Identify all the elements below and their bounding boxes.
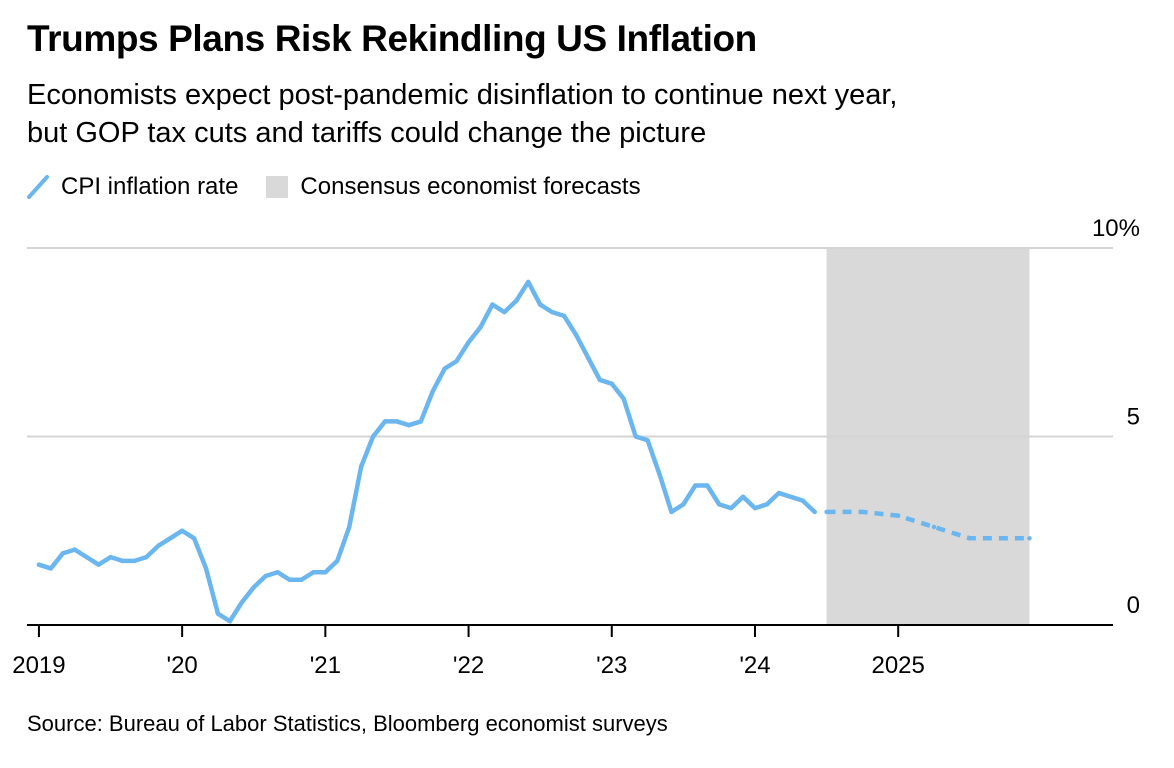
data-point-s1-6 (1027, 536, 1032, 541)
data-point-s0-41 (526, 279, 531, 285)
chart-subtitle: Economists expect post-pandemic disinfla… (27, 76, 1147, 152)
data-point-s0-54 (681, 502, 686, 507)
data-point-s0-7 (120, 558, 125, 564)
data-point-s0-25 (335, 558, 340, 564)
data-point-s0-42 (537, 302, 543, 307)
data-point-s0-53 (669, 509, 674, 515)
data-point-s0-0 (36, 562, 42, 567)
data-point-s0-12 (179, 528, 185, 533)
data-point-s0-44 (561, 313, 567, 319)
data-point-s0-5 (96, 562, 101, 567)
data-point-s0-34 (442, 366, 447, 371)
y-tick-label-2: 10% (1092, 215, 1140, 242)
data-point-s0-18 (251, 585, 256, 590)
x-tick-label-4: '23 (596, 652, 627, 679)
legend-label-cpi: CPI inflation rate (61, 173, 239, 200)
data-point-s1-0 (824, 509, 829, 515)
data-point-s0-31 (406, 422, 412, 428)
data-point-s0-22 (299, 577, 304, 582)
data-point-s0-27 (358, 464, 364, 469)
data-point-s0-15 (215, 611, 221, 616)
data-point-s0-64 (800, 498, 805, 503)
y-tick-label-0: 0 (1127, 592, 1140, 619)
x-tick-label-3: '22 (453, 652, 484, 679)
data-point-s0-2 (60, 551, 66, 556)
x-tick-label-5: '24 (739, 652, 770, 679)
data-point-s0-10 (156, 543, 161, 549)
legend-item-cpi: CPI inflation rate (27, 173, 238, 201)
data-point-s0-43 (549, 309, 555, 315)
data-point-s0-38 (490, 302, 495, 307)
data-point-s1-2 (895, 513, 901, 518)
data-point-s0-6 (108, 554, 113, 560)
data-point-s0-60 (752, 505, 758, 511)
data-point-s1-4 (967, 536, 972, 541)
data-point-s0-33 (430, 389, 435, 394)
data-point-s0-20 (275, 570, 280, 575)
data-point-s0-28 (370, 434, 376, 439)
data-point-s0-62 (776, 490, 782, 496)
data-point-s0-1 (48, 566, 54, 571)
data-point-s0-56 (705, 483, 710, 488)
data-point-s0-3 (72, 547, 77, 552)
data-point-s0-61 (764, 502, 770, 507)
data-point-s0-13 (191, 536, 197, 541)
data-point-s0-49 (621, 396, 626, 401)
y-tick-label-1: 5 (1127, 404, 1140, 431)
data-point-s0-8 (132, 558, 137, 564)
legend-line-swatch-icon (27, 175, 49, 199)
data-point-s0-52 (657, 472, 662, 477)
data-point-s0-29 (382, 419, 388, 424)
data-point-s0-23 (311, 570, 316, 575)
subtitle-line-1: Economists expect post-pandemic disinfla… (27, 79, 898, 111)
data-point-s0-19 (263, 573, 268, 579)
data-point-s0-65 (812, 509, 817, 515)
x-tick-label-0: 2019 (12, 652, 65, 679)
data-point-s0-45 (573, 332, 579, 337)
data-point-s0-50 (633, 434, 638, 439)
data-point-s0-32 (418, 419, 424, 424)
x-tick-label-6: 2025 (871, 652, 924, 679)
data-point-s0-16 (227, 619, 233, 624)
subtitle-line-2: but GOP tax cuts and tariffs could chang… (27, 117, 707, 149)
data-point-s0-51 (645, 438, 650, 443)
data-point-s0-26 (347, 524, 352, 530)
data-point-s0-58 (728, 505, 734, 511)
legend-item-forecast: Consensus economist forecasts (266, 173, 641, 201)
data-point-s0-59 (740, 494, 746, 500)
chart-title: Trumps Plans Risk Rekindling US Inflatio… (27, 18, 757, 59)
legend-box-swatch-icon (266, 176, 289, 198)
data-point-s0-17 (239, 600, 245, 605)
data-point-s0-55 (693, 483, 698, 488)
data-point-s0-63 (788, 494, 793, 500)
data-point-s0-47 (597, 377, 603, 383)
data-point-s1-3 (931, 524, 937, 530)
data-point-s0-14 (203, 566, 209, 571)
data-point-s0-39 (502, 309, 507, 315)
data-point-s0-35 (454, 358, 459, 364)
data-point-s0-30 (394, 419, 400, 424)
data-point-s0-4 (84, 554, 89, 560)
data-point-s1-1 (860, 509, 865, 515)
data-point-s0-21 (287, 577, 292, 582)
data-point-s0-37 (478, 324, 483, 330)
data-point-s0-9 (144, 554, 149, 560)
data-point-s0-24 (323, 570, 328, 575)
data-point-s0-36 (466, 340, 471, 345)
data-point-s0-46 (585, 355, 591, 360)
data-point-s0-57 (716, 502, 722, 507)
x-tick-label-2: '21 (310, 652, 341, 679)
chart-legend: CPI inflation rate Consensus economist f… (27, 172, 669, 202)
data-point-s0-48 (609, 381, 614, 386)
data-point-s0-11 (168, 536, 173, 541)
series-line-cpi (36, 279, 817, 624)
data-point-s1-5 (1003, 536, 1008, 541)
data-point-s0-40 (514, 298, 519, 303)
source-note: Source: Bureau of Labor Statistics, Bloo… (27, 711, 668, 736)
x-tick-label-1: '20 (167, 652, 198, 679)
legend-label-forecast: Consensus economist forecasts (300, 173, 641, 200)
